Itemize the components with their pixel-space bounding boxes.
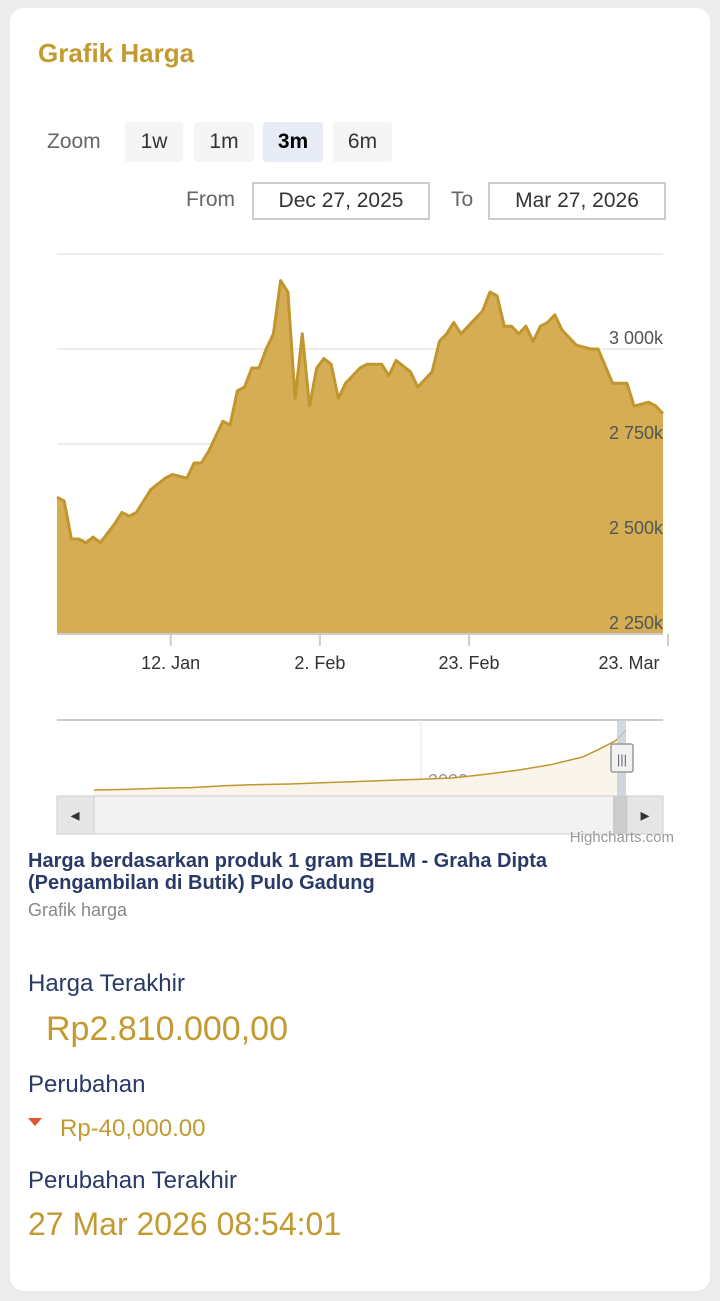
zoom-button-3m[interactable]: 3m <box>263 122 323 162</box>
price-chart-card: Grafik Harga <box>10 8 710 1291</box>
change-label: Perubahan <box>28 1071 146 1098</box>
range-navigator[interactable]: 2020 ||| ◂ ▸ <box>0 710 720 840</box>
scroll-left-icon: ◂ <box>70 805 79 825</box>
price-area-fill <box>57 280 663 634</box>
price-area-chart: 2 250k 2 500k 2 750k 3 000k 12. Jan 2. F… <box>56 253 669 673</box>
to-date-input[interactable]: Mar 27, 2026 <box>488 182 666 220</box>
chart-subtitle: Grafik harga <box>28 900 128 920</box>
last-price-label: Harga Terakhir <box>28 970 185 997</box>
from-label: From <box>186 188 235 211</box>
change-value: Rp-40,000.00 <box>60 1115 206 1142</box>
navigator-scrollbar-thumb[interactable] <box>613 796 627 834</box>
to-label: To <box>451 188 474 211</box>
price-line <box>56 279 665 545</box>
scroll-right-button[interactable] <box>626 795 664 835</box>
x-tick-label-0: 12. Jan <box>141 653 200 673</box>
x-axis-labels: 12. Jan 2. Feb 23. Feb 23. Mar <box>141 653 659 673</box>
y-tick-label-1: 2 500k <box>609 518 664 538</box>
y-axis-labels: 2 250k 2 500k 2 750k 3 000k <box>609 328 664 633</box>
navigator-handle[interactable]: ||| <box>610 743 634 773</box>
caret-down-icon <box>28 1118 42 1126</box>
y-tick-label-2: 2 750k <box>609 423 664 443</box>
x-axis-ticks <box>57 633 669 646</box>
y-tick-label-3: 3 000k <box>609 328 664 348</box>
x-tick-label-3: 23. Mar <box>598 653 659 673</box>
navigator-scrollbar-track[interactable] <box>56 795 664 835</box>
card-title: Grafik Harga <box>38 38 195 68</box>
zoom-label: Zoom <box>47 130 101 153</box>
scroll-right-icon: ▸ <box>640 805 649 825</box>
zoom-button-1w[interactable]: 1w <box>125 122 183 162</box>
from-date-input[interactable]: Dec 27, 2025 <box>252 182 430 220</box>
zoom-button-1m[interactable]: 1m <box>194 122 254 162</box>
last-price-value: Rp2.810.000,00 <box>46 1010 288 1048</box>
zoom-button-6m[interactable]: 6m <box>333 122 392 162</box>
navigator-area <box>94 730 626 796</box>
navigator-handle-grip: ||| <box>617 752 627 767</box>
x-tick-label-2: 23. Feb <box>439 653 500 673</box>
x-tick-label-1: 2. Feb <box>294 653 345 673</box>
y-tick-label-0: 2 250k <box>609 613 664 633</box>
navigator-line <box>93 729 627 791</box>
highcharts-credit[interactable]: Highcharts.com <box>569 829 674 846</box>
scroll-left-button[interactable] <box>56 795 95 835</box>
last-change-label: Perubahan Terakhir <box>28 1167 238 1194</box>
last-change-value: 27 Mar 2026 08:54:01 <box>28 1206 342 1242</box>
product-title: Harga berdasarkan produk 1 gram BELM - G… <box>28 850 548 894</box>
